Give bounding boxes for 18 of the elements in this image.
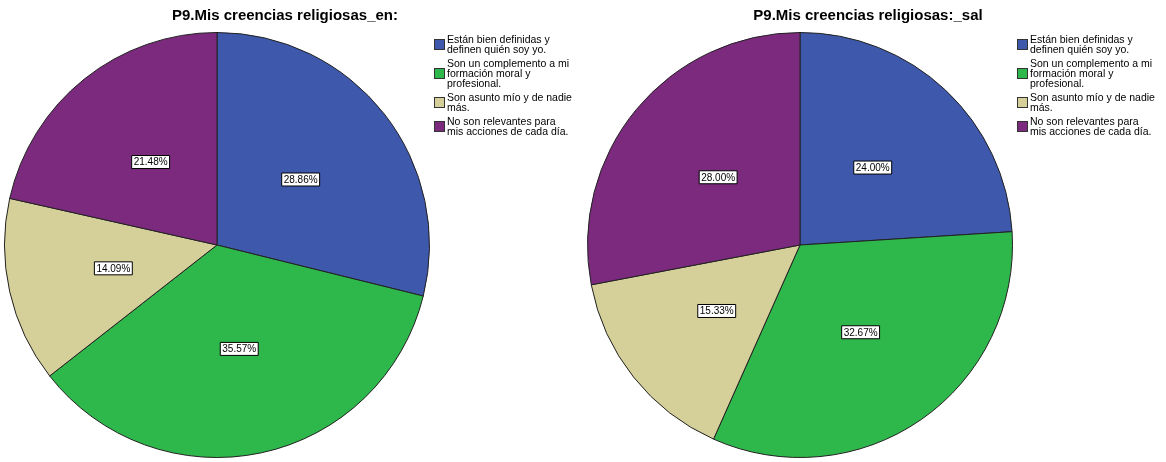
legend-label: Son un complemento a mi formación moral y profesional.: [447, 57, 570, 89]
data-label: 15.33%: [699, 305, 734, 317]
legend-label: No son relevantes para mis acciones de cada día.: [1030, 115, 1153, 137]
chart-title: P9.Mis creencias religiosas:_sal: [752, 6, 984, 23]
legend-label: No son relevantes para mis acciones de cada día.: [447, 115, 570, 137]
data-label: 21.48%: [133, 156, 168, 168]
chart-title: P9.Mis creencias religiosas_en:: [171, 6, 399, 23]
legend-label: Son asunto mío y de nadie más.: [447, 91, 573, 113]
legend-label: Son un complemento a mi formación moral y profesional.: [1030, 57, 1153, 89]
legend-label: Son asunto mío y de nadie más.: [1030, 91, 1156, 113]
data-label: 24.00%: [855, 161, 890, 173]
data-label: 28.00%: [701, 171, 736, 183]
data-label: 35.57%: [222, 343, 257, 355]
data-label: 14.09%: [96, 262, 131, 274]
data-label: 28.86%: [283, 173, 318, 185]
data-label: 32.67%: [843, 326, 878, 338]
legend-label: Están bien definidas y definen quién soy yo.: [1030, 33, 1134, 55]
legend-label: Están bien definidas y definen quién soy yo.: [447, 33, 551, 55]
